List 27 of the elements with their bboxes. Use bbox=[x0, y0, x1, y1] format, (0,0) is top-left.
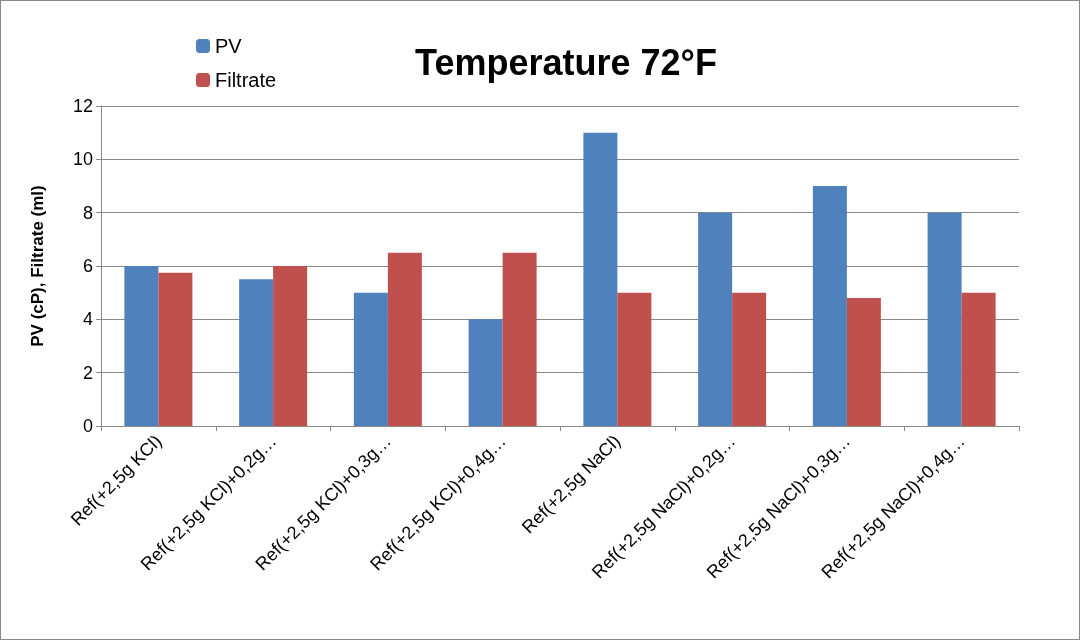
y-axis-title: PV (cP), Filtrate (ml) bbox=[28, 185, 47, 347]
bar bbox=[273, 266, 308, 426]
bar bbox=[732, 292, 767, 426]
bar bbox=[812, 186, 847, 426]
bar bbox=[124, 266, 159, 426]
y-tick-label: 2 bbox=[82, 362, 93, 383]
y-tick-label: 8 bbox=[82, 202, 93, 223]
bar bbox=[353, 292, 388, 426]
bar bbox=[961, 292, 996, 426]
y-tick-label: 0 bbox=[82, 416, 93, 436]
y-tick-label: 10 bbox=[72, 149, 93, 170]
chart-title: Temperature 72°F bbox=[415, 41, 717, 83]
bar bbox=[158, 272, 193, 426]
legend-label: PV bbox=[215, 35, 243, 57]
bar bbox=[698, 212, 733, 426]
bar bbox=[583, 132, 618, 426]
bar bbox=[927, 212, 962, 426]
bar bbox=[387, 252, 422, 426]
y-tick-label: 6 bbox=[82, 256, 93, 276]
y-tick-label: 12 bbox=[72, 96, 93, 116]
bar bbox=[846, 298, 881, 426]
bar bbox=[239, 279, 274, 426]
legend-label: Filtrate bbox=[215, 69, 277, 91]
bar bbox=[468, 319, 503, 426]
bar bbox=[502, 252, 537, 426]
y-tick-label: 4 bbox=[82, 309, 93, 330]
bar bbox=[617, 292, 652, 426]
